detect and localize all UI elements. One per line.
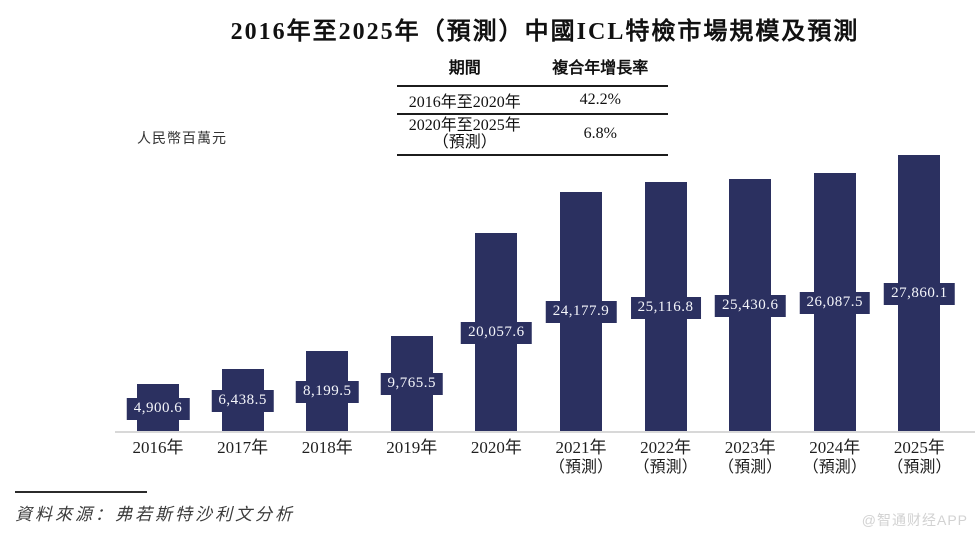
x-axis-line — [115, 431, 975, 433]
bar-value-label: 20,057.6 — [461, 321, 532, 344]
cagr-table-header-period: 期間 — [448, 60, 481, 77]
x-axis-label: 2018年 — [301, 438, 353, 457]
bar-value-label: 25,430.6 — [714, 295, 786, 318]
cagr-table-header: 期間 複合年增長率 — [397, 54, 668, 87]
cagr-period-2016-2020: 2016年至2020年 — [408, 94, 521, 111]
bar-value-label: 4,900.6 — [126, 397, 190, 420]
x-axis-label: 2017年 — [217, 438, 269, 457]
chart-title: 2016年至2025年（預測）中國ICL特檢市場規模及預測 — [230, 19, 860, 45]
watermark: @智通财经APP — [861, 512, 968, 528]
x-axis-label: 2024年 （預測） — [802, 438, 867, 476]
source-note: 資料來源：弗若斯特沙利文分析 — [15, 491, 295, 525]
x-axis-label: 2019年 — [386, 438, 438, 457]
cagr-period-2020-2025: 2020年至2025年 （預測） — [408, 117, 521, 151]
x-axis-label: 2016年 — [132, 438, 184, 457]
source-text: 資料來源：弗若斯特沙利文分析 — [15, 505, 295, 524]
x-axis-label: 2023年 （預測） — [718, 438, 783, 476]
bar-value-label: 26,087.5 — [799, 291, 871, 314]
cagr-value-2020-2025: 6.8% — [583, 125, 617, 142]
source-divider-line — [15, 491, 147, 493]
bar-value-label: 8,199.5 — [295, 381, 359, 404]
bar-value-label: 6,438.5 — [211, 389, 274, 412]
x-axis-label: 2025年 （預測） — [887, 438, 952, 476]
cagr-table-row: 2016年至2020年 42.2% — [397, 87, 668, 115]
bar-value-label: 9,765.5 — [380, 373, 444, 396]
bar-value-label: 27,860.1 — [884, 283, 955, 305]
x-axis-label: 2020年 — [470, 438, 522, 457]
cagr-table-header-rate: 複合年增長率 — [552, 60, 649, 77]
y-axis-unit-label: 人民幣百萬元 — [137, 132, 227, 147]
bar-value-label: 24,177.9 — [545, 301, 617, 324]
cagr-table: 期間 複合年增長率 2016年至2020年 42.2% 2020年至2025年 … — [397, 54, 668, 156]
x-axis-label: 2021年 （預測） — [548, 438, 613, 476]
bar-value-label: 25,116.8 — [630, 296, 701, 319]
cagr-table-row: 2020年至2025年 （預測） 6.8% — [397, 115, 668, 156]
x-axis-label: 2022年 （預測） — [633, 438, 698, 476]
cagr-value-2016-2020: 42.2% — [579, 91, 621, 108]
